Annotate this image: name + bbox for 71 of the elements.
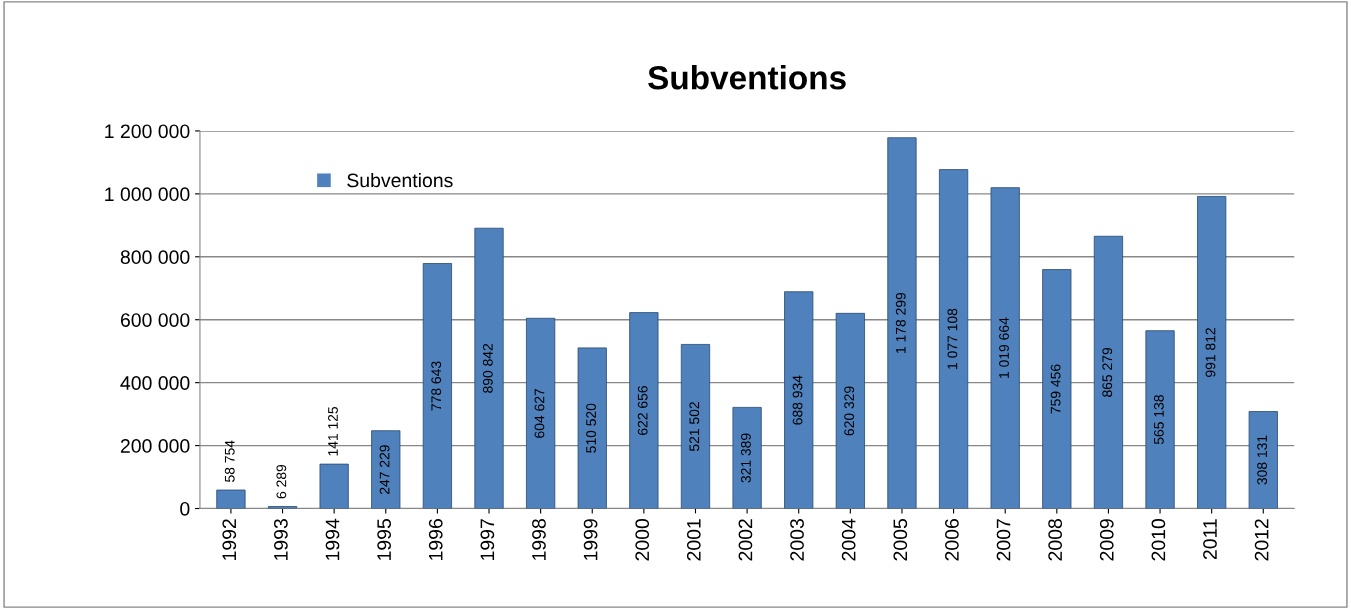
text: 521 502 xyxy=(689,402,700,452)
x-tick-label: 2001 xyxy=(686,519,701,561)
x-tick-label: 2003 xyxy=(790,519,804,561)
bar xyxy=(835,312,865,509)
x-tick-label: 2006 xyxy=(945,519,959,561)
x-tick-label: 1993 xyxy=(273,519,288,561)
bar xyxy=(577,347,607,509)
y-tick-label: 800 000 xyxy=(120,250,190,265)
x-tick-label: 1997 xyxy=(480,519,495,561)
x-tick-label: 2005 xyxy=(893,519,908,561)
x-tick-label: 1995 xyxy=(377,519,391,561)
text: 620 329 xyxy=(844,386,855,436)
bar xyxy=(1248,411,1278,509)
bar xyxy=(1093,235,1124,509)
bar xyxy=(319,463,349,509)
text: 622 656 xyxy=(637,386,648,435)
x-tick-label: 2008 xyxy=(1048,519,1063,561)
y-tick-label: 1 200 000 xyxy=(105,124,190,139)
x-tick-label: 1998 xyxy=(532,519,546,561)
bar xyxy=(1145,330,1175,509)
x-tick-label: 1999 xyxy=(583,519,598,561)
text: 141 125 xyxy=(328,406,338,456)
text: 991 812 xyxy=(1205,328,1216,377)
bar xyxy=(680,344,711,509)
text: 321 389 xyxy=(741,433,751,483)
bar xyxy=(1197,196,1227,509)
x-tick-label: 2009 xyxy=(1099,519,1114,561)
x-tick-label: 2010 xyxy=(1151,518,1166,561)
x-tick-label: 2012 xyxy=(1254,519,1269,561)
bar xyxy=(629,312,659,509)
bar xyxy=(371,430,401,509)
text: 865 279 xyxy=(1102,347,1113,397)
text: 759 456 xyxy=(1050,364,1061,414)
y-tick-label: 0 xyxy=(180,501,190,516)
text: 6 289 xyxy=(276,464,287,499)
x-tick-label: 1992 xyxy=(222,519,237,561)
bar xyxy=(938,169,969,509)
text: 1 019 664 xyxy=(999,317,1009,378)
y-tick-label: 600 000 xyxy=(120,313,190,327)
bar xyxy=(216,489,246,509)
x-tick-label: 1994 xyxy=(325,518,340,561)
bar xyxy=(732,406,762,509)
text: 604 627 xyxy=(534,388,545,438)
text: 778 643 xyxy=(431,361,442,411)
x-tick-label: 2004 xyxy=(841,518,856,561)
x-tick-label: 2000 xyxy=(635,518,650,561)
y-tick-label: 1 000 000 xyxy=(105,187,190,202)
bar xyxy=(990,187,1020,509)
x-tick-label: 2002 xyxy=(738,519,753,561)
text: 1 077 108 xyxy=(947,308,958,369)
y-tick-label: 200 000 xyxy=(120,439,190,453)
bar xyxy=(784,291,814,509)
x-tick-label: 2011 xyxy=(1203,519,1217,560)
bar xyxy=(1042,269,1072,509)
x-tick-label: 2007 xyxy=(996,519,1011,561)
bar xyxy=(887,137,917,509)
text: 890 842 xyxy=(482,343,493,393)
bar xyxy=(526,317,556,509)
text: 58 754 xyxy=(224,440,235,482)
text: 1 178 299 xyxy=(895,292,906,353)
x-tick-label: 1996 xyxy=(428,519,443,561)
text: 565 138 xyxy=(1153,395,1164,445)
bar xyxy=(422,263,453,509)
bar xyxy=(474,227,504,509)
text: 247 229 xyxy=(379,445,390,495)
chart-title: Subventions xyxy=(648,65,846,90)
text: 510 520 xyxy=(586,403,596,453)
text: 688 934 xyxy=(792,375,803,425)
text: 308 131 xyxy=(1257,435,1268,485)
legend-label: Subventions xyxy=(347,173,453,188)
y-tick-label: 400 000 xyxy=(120,376,190,390)
